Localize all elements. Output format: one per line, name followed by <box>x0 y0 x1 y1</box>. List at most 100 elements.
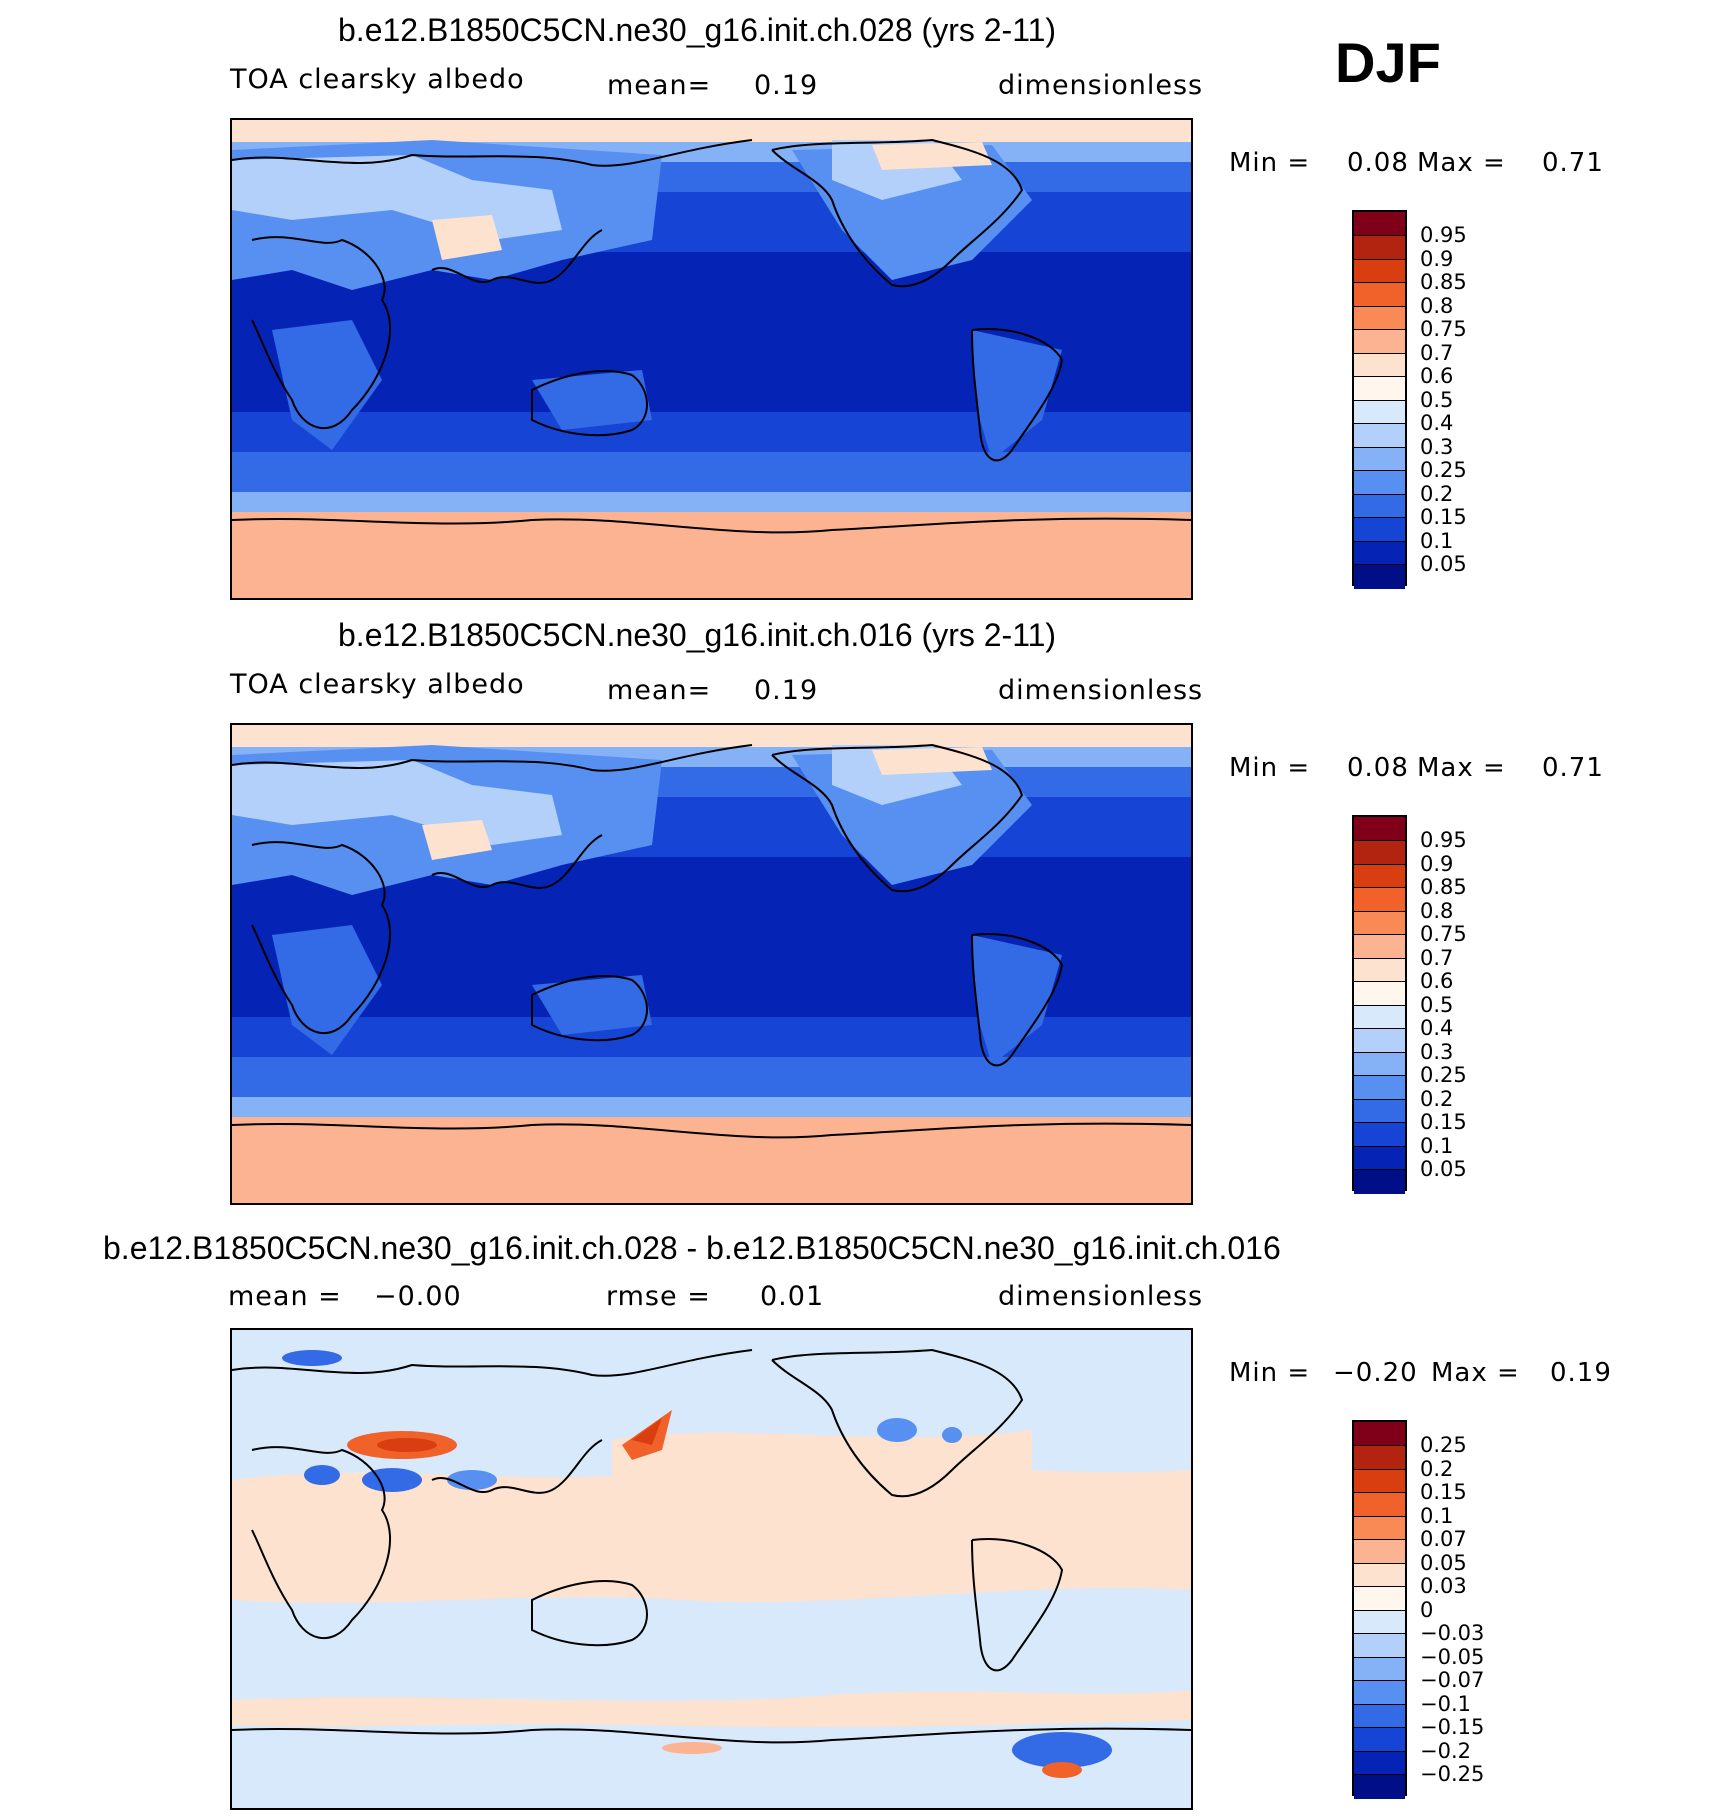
colorbar-1-cell <box>1354 447 1405 471</box>
colorbar-3-label: −0.03 <box>1420 1621 1485 1645</box>
colorbar-3-cell <box>1354 1540 1405 1564</box>
colorbar-3-cell <box>1354 1446 1405 1470</box>
colorbar-3-label: −0.1 <box>1420 1691 1471 1716</box>
colorbar-2-label: 0.15 <box>1420 1110 1467 1134</box>
panel-1-variable: TOA clearsky albedo <box>230 64 525 95</box>
panel-2-variable: TOA clearsky albedo <box>230 669 525 700</box>
colorbar-2-cell <box>1354 982 1405 1006</box>
colorbar-1-label: 0.8 <box>1420 293 1454 318</box>
colorbar-1-label: 0.5 <box>1420 387 1454 412</box>
colorbar-2-cell <box>1354 911 1405 935</box>
colorbar-1-cell <box>1354 400 1405 424</box>
panel-3-min-label: Min = <box>1229 1358 1311 1388</box>
panel-1-mean-label: mean= <box>607 70 712 101</box>
colorbar-1-label: 0.2 <box>1420 481 1454 506</box>
colorbar-2-cell <box>1354 864 1405 888</box>
colorbar-1-label: 0.7 <box>1420 340 1454 365</box>
panel-3-units: dimensionless <box>998 1281 1204 1312</box>
colorbar-1-cell <box>1354 541 1405 565</box>
panel-3-colorbar <box>1352 1420 1407 1799</box>
panel-1-title: b.e12.B1850C5CN.ne30_g16.init.ch.028 (yr… <box>338 12 1057 48</box>
colorbar-1-cell <box>1354 494 1405 518</box>
colorbar-2-label: 0.5 <box>1420 992 1454 1017</box>
panel-2-min-label: Min = <box>1229 753 1311 783</box>
colorbar-2-cell <box>1354 1076 1405 1100</box>
colorbar-2-label: 0.85 <box>1420 875 1467 899</box>
colorbar-2-label: 0.95 <box>1420 828 1467 852</box>
colorbar-2-label: 0.9 <box>1420 851 1454 876</box>
colorbar-2-cell <box>1354 1170 1405 1194</box>
colorbar-3-label: −0.25 <box>1420 1762 1485 1786</box>
colorbar-1-cell <box>1354 471 1405 495</box>
colorbar-1-cell <box>1354 565 1405 589</box>
colorbar-1-cell <box>1354 212 1405 236</box>
colorbar-2-cell <box>1354 841 1405 865</box>
colorbar-3-label: −0.2 <box>1420 1738 1471 1763</box>
colorbar-3-label: 0 <box>1420 1597 1434 1622</box>
colorbar-2-label: 0.25 <box>1420 1063 1467 1087</box>
colorbar-1-label: 0.85 <box>1420 270 1467 294</box>
panel-2-mean-label: mean= <box>607 675 712 706</box>
colorbar-2-label: 0.8 <box>1420 898 1454 923</box>
colorbar-3-label: −0.05 <box>1420 1644 1485 1669</box>
colorbar-3-label: 0.1 <box>1420 1503 1454 1528</box>
panel-2-min-value: 0.08 <box>1347 753 1409 783</box>
panel-2-mean-value: 0.19 <box>754 675 819 706</box>
colorbar-2-cell <box>1354 817 1405 841</box>
panel-3-max-value: 0.19 <box>1550 1358 1612 1388</box>
colorbar-1-label: 0.75 <box>1420 317 1467 341</box>
colorbar-1-label: 0.95 <box>1420 223 1467 247</box>
colorbar-1-label: 0.05 <box>1420 552 1467 576</box>
panel-1-max-label: Max = <box>1417 148 1506 178</box>
colorbar-2-label: 0.1 <box>1420 1133 1454 1158</box>
colorbar-3-label: −0.07 <box>1420 1668 1485 1692</box>
panel-1-mean-value: 0.19 <box>754 70 819 101</box>
colorbar-2-cell <box>1354 1123 1405 1147</box>
panel-2-max-value: 0.71 <box>1542 753 1604 783</box>
panel-1-map <box>230 118 1193 600</box>
colorbar-1-label: 0.4 <box>1420 411 1454 435</box>
colorbar-3-cell <box>1354 1587 1405 1611</box>
colorbar-2-label: 0.4 <box>1420 1016 1454 1040</box>
panel-2-max-label: Max = <box>1417 753 1506 783</box>
panel-2-map-svg <box>232 725 1191 1203</box>
panel-1-map-svg <box>232 120 1191 598</box>
colorbar-3-cell <box>1354 1728 1405 1752</box>
season-label: DJF <box>1335 31 1441 94</box>
colorbar-2-label: 0.6 <box>1420 969 1454 993</box>
colorbar-3-cell <box>1354 1681 1405 1705</box>
colorbar-3-label: 0.2 <box>1420 1456 1454 1481</box>
colorbar-1-cell <box>1354 283 1405 307</box>
colorbar-2-label: 0.75 <box>1420 922 1467 946</box>
colorbar-3-label: −0.15 <box>1420 1715 1485 1739</box>
panel-3-title: b.e12.B1850C5CN.ne30_g16.init.ch.028 - b… <box>103 1230 1281 1266</box>
colorbar-2-label: 0.2 <box>1420 1086 1454 1111</box>
panel-3-mean-value: −0.00 <box>374 1281 462 1312</box>
panel-3-map <box>230 1328 1193 1810</box>
colorbar-1-label: 0.3 <box>1420 434 1454 459</box>
colorbar-3-cell <box>1354 1469 1405 1493</box>
colorbar-2-cell <box>1354 1099 1405 1123</box>
colorbar-3-cell <box>1354 1516 1405 1540</box>
panel-1-min-label: Min = <box>1229 148 1311 178</box>
colorbar-3-label: 0.05 <box>1420 1550 1467 1575</box>
colorbar-3-label: 0.07 <box>1420 1527 1467 1551</box>
colorbar-3-label: 0.25 <box>1420 1433 1467 1457</box>
colorbar-3-cell <box>1354 1634 1405 1658</box>
colorbar-1-label: 0.6 <box>1420 364 1454 388</box>
colorbar-2-cell <box>1354 1052 1405 1076</box>
panel-3-min-value: −0.20 <box>1333 1358 1418 1388</box>
colorbar-1-cell <box>1354 424 1405 448</box>
colorbar-1-cell <box>1354 306 1405 330</box>
panel-1-min-value: 0.08 <box>1347 148 1409 178</box>
panel-3-map-svg <box>232 1330 1191 1808</box>
colorbar-2-label: 0.3 <box>1420 1039 1454 1064</box>
panel-2-title: b.e12.B1850C5CN.ne30_g16.init.ch.016 (yr… <box>338 617 1057 653</box>
panel-2-colorbar <box>1352 815 1407 1194</box>
colorbar-2-cell <box>1354 1029 1405 1053</box>
panel-3-rmse-label: rmse = <box>606 1281 711 1312</box>
colorbar-2-label: 0.05 <box>1420 1157 1467 1181</box>
colorbar-1-label: 0.25 <box>1420 458 1467 482</box>
colorbar-3-cell <box>1354 1563 1405 1587</box>
colorbar-3-cell <box>1354 1610 1405 1634</box>
